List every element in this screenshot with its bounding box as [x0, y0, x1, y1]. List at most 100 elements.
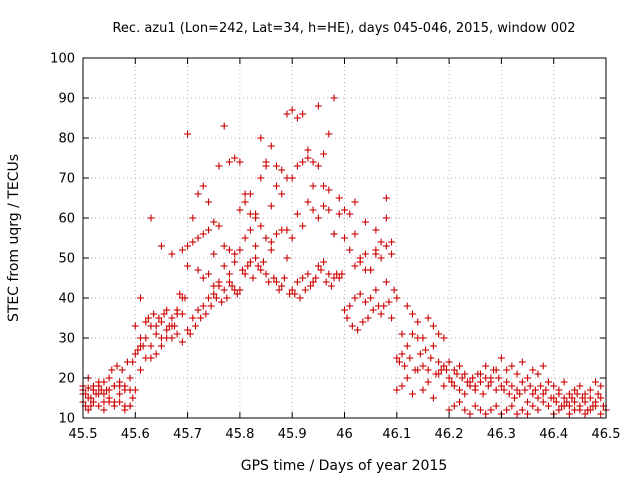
data-point: [265, 278, 273, 286]
data-point: [471, 382, 479, 390]
data-point: [126, 402, 134, 410]
data-point: [586, 406, 594, 414]
x-tick-labels: 45.5 45.6 45.7 45.8 45.9 46 46.1 46.2 46.3 46.4 46…: [69, 427, 621, 442]
data-point: [351, 262, 359, 270]
data-point: [241, 270, 249, 278]
data-point: [246, 258, 254, 266]
data-point: [403, 374, 411, 382]
data-point: [293, 278, 301, 286]
data-point: [529, 390, 537, 398]
data-point: [555, 386, 563, 394]
data-point: [194, 306, 202, 314]
data-point: [262, 270, 270, 278]
data-point: [273, 162, 281, 170]
data-point: [110, 382, 118, 390]
data-point: [105, 394, 113, 402]
data-point: [377, 238, 385, 246]
data-point: [542, 386, 550, 394]
data-point: [147, 342, 155, 350]
chart-title: Rec. azu1 (Lon=242, Lat=34, h=HE), days …: [112, 21, 575, 36]
data-point: [137, 294, 145, 302]
data-point: [259, 258, 267, 266]
data-point: [309, 278, 317, 286]
data-point: [312, 274, 320, 282]
data-point: [539, 398, 547, 406]
y-tick-label: 80: [58, 132, 75, 147]
y-tick-label: 90: [58, 92, 75, 107]
data-point: [445, 358, 453, 366]
data-point: [262, 162, 270, 170]
data-point: [440, 362, 448, 370]
data-point: [113, 362, 121, 370]
data-point: [194, 266, 202, 274]
data-point: [87, 402, 95, 410]
x-tick-label: 46.5: [592, 427, 621, 442]
data-point: [173, 330, 181, 338]
data-point: [346, 210, 354, 218]
data-point: [497, 354, 505, 362]
data-point: [322, 278, 330, 286]
x-tick-label: 45.8: [225, 427, 254, 442]
data-point: [189, 314, 197, 322]
data-point: [278, 190, 286, 198]
data-point: [529, 402, 537, 410]
data-point: [314, 214, 322, 222]
data-point: [236, 246, 244, 254]
data-point: [152, 322, 160, 330]
data-point: [581, 398, 589, 406]
data-point: [257, 134, 265, 142]
data-points: [79, 94, 610, 418]
data-point: [492, 366, 500, 374]
data-point: [372, 286, 380, 294]
data-point: [560, 378, 568, 386]
data-point: [476, 370, 484, 378]
data-point: [288, 106, 296, 114]
data-point: [304, 146, 312, 154]
data-point: [84, 394, 92, 402]
data-point: [476, 406, 484, 414]
data-point: [521, 386, 529, 394]
data-point: [395, 358, 403, 366]
data-point: [320, 150, 328, 158]
data-point: [270, 274, 278, 282]
data-point: [160, 310, 168, 318]
data-point: [597, 382, 605, 390]
data-point: [273, 278, 281, 286]
data-point: [225, 246, 233, 254]
data-point: [307, 282, 315, 290]
data-point: [325, 270, 333, 278]
data-point: [429, 322, 437, 330]
data-point: [398, 350, 406, 358]
data-point: [461, 406, 469, 414]
data-point: [492, 386, 500, 394]
data-point: [205, 270, 213, 278]
data-point: [89, 386, 97, 394]
data-point: [301, 286, 309, 294]
data-point: [398, 382, 406, 390]
data-point: [518, 378, 526, 386]
data-point: [586, 394, 594, 402]
x-tick-label: 45.9: [278, 427, 307, 442]
data-point: [314, 102, 322, 110]
data-point: [210, 290, 218, 298]
data-point: [429, 394, 437, 402]
data-point: [163, 306, 171, 314]
data-point: [427, 354, 435, 362]
data-point: [320, 202, 328, 210]
data-point: [563, 398, 571, 406]
data-point: [137, 342, 145, 350]
x-tick-label: 46: [336, 427, 353, 442]
data-point: [534, 406, 542, 414]
data-point: [524, 374, 532, 382]
data-point: [343, 314, 351, 322]
data-point: [205, 226, 213, 234]
data-point: [236, 158, 244, 166]
data-point: [408, 310, 416, 318]
y-tick-labels: 10 20 30 40 50 60 70 80 90 100: [50, 52, 75, 427]
data-point: [578, 394, 586, 402]
y-tick-label: 60: [58, 212, 75, 227]
data-point: [241, 190, 249, 198]
data-point: [184, 326, 192, 334]
data-point: [456, 362, 464, 370]
data-point: [241, 198, 249, 206]
